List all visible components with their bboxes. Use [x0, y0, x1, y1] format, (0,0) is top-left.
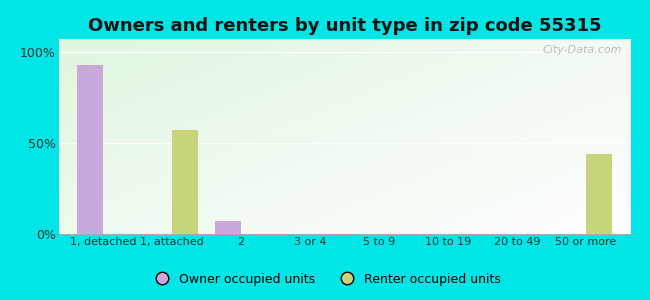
Bar	[172, 130, 198, 234]
Text: City-Data.com: City-Data.com	[542, 45, 622, 55]
Legend: Owner occupied units, Renter occupied units: Owner occupied units, Renter occupied un…	[144, 268, 506, 291]
Bar	[215, 221, 241, 234]
Bar	[586, 154, 612, 234]
Title: Owners and renters by unit type in zip code 55315: Owners and renters by unit type in zip c…	[88, 17, 601, 35]
Bar	[77, 64, 103, 234]
